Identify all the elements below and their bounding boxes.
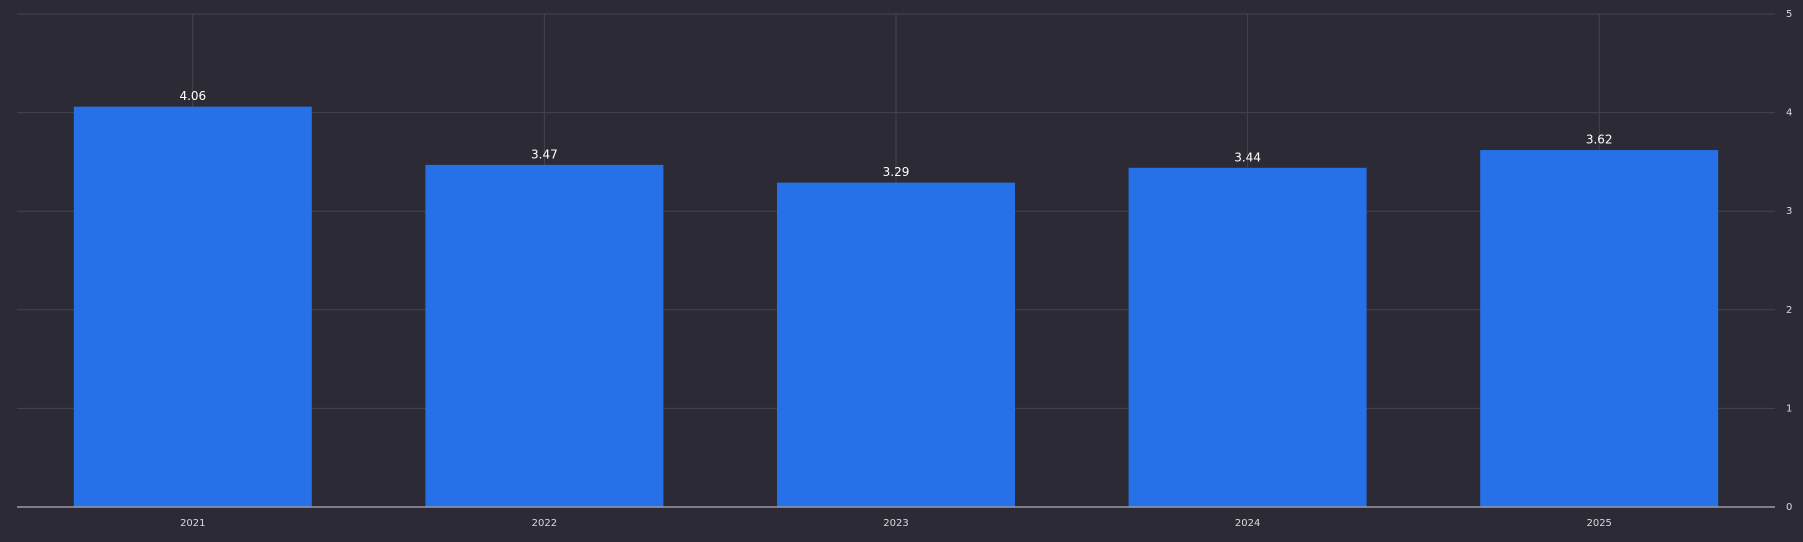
y-tick-label: 4 xyxy=(1786,108,1792,119)
value-label: 4.06 xyxy=(179,89,206,103)
y-tick-label: 1 xyxy=(1786,403,1792,414)
value-label: 3.62 xyxy=(1586,133,1613,147)
y-tick-label: 2 xyxy=(1786,305,1792,316)
y-tick-label: 5 xyxy=(1786,9,1792,20)
y-tick-label: 3 xyxy=(1786,206,1792,217)
y-tick-label: 0 xyxy=(1786,502,1792,513)
value-label: 3.44 xyxy=(1234,150,1261,164)
value-label: 3.29 xyxy=(883,165,910,179)
x-tick-label: 2025 xyxy=(1586,518,1611,529)
value-label: 3.47 xyxy=(531,147,558,161)
x-tick-label: 2022 xyxy=(532,518,557,529)
bar xyxy=(425,164,664,507)
x-tick-label: 2024 xyxy=(1235,518,1260,529)
bar xyxy=(1480,150,1719,507)
bar xyxy=(777,182,1015,507)
bar xyxy=(73,106,312,508)
bar xyxy=(1128,167,1367,508)
x-tick-label: 2023 xyxy=(883,518,908,529)
x-tick-label: 2021 xyxy=(180,518,205,529)
